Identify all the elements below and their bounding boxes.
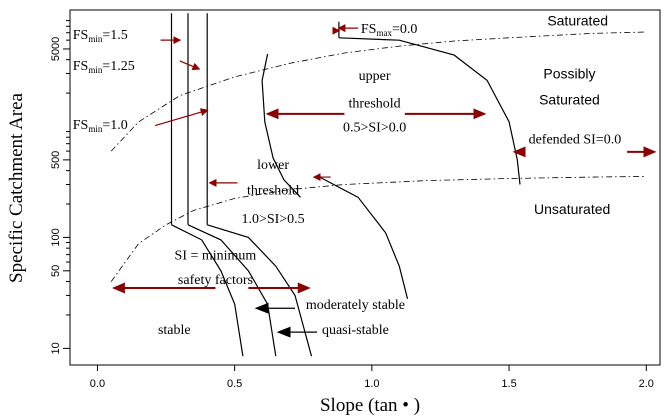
y-tick-label-1: 50	[50, 265, 62, 277]
tick-layer: 0.0 0.5 1.0 1.5 2.0 10 50 100 500 5000	[50, 20, 654, 390]
region-label-13: moderately stable	[306, 298, 405, 313]
region-label-12: defended SI=0.0	[529, 132, 622, 147]
boundary-line-0	[110, 31, 647, 152]
region-label-8: threshold	[247, 184, 299, 199]
y-axis-title: Specific Catchment Area	[6, 92, 27, 282]
fs-label-0: FSmin=1.5	[73, 28, 128, 44]
region-label-6: 0.5>SI>0.0	[343, 120, 406, 135]
x-tick-label-0: 0.0	[90, 378, 105, 390]
boundary-line-11	[338, 37, 521, 185]
x-tick-label-4: 2.0	[639, 378, 654, 390]
boundary-line-7	[187, 224, 277, 357]
region-label-1: Possibly	[543, 66, 595, 82]
annotation-arrow-2	[154, 108, 209, 127]
fs-label-3: FSmax=0.0	[361, 22, 417, 38]
region-label-14: quasi-stable	[322, 323, 389, 338]
x-tick-label-2: 1.0	[364, 378, 379, 390]
series-layer	[110, 13, 647, 357]
x-axis-title: Slope (tan • )	[320, 395, 420, 416]
boundary-line-6	[171, 224, 244, 357]
x-tick-label-1: 0.5	[227, 378, 242, 390]
region-label-5: threshold	[349, 96, 401, 111]
region-label-10: SI = minimum	[175, 249, 257, 264]
region-label-9: 1.0>SI>0.5	[241, 212, 304, 227]
region-label-7: lower	[257, 158, 289, 173]
region-label-0: Saturated	[547, 13, 608, 29]
fs-label-1: FSmin=1.25	[73, 59, 135, 75]
region-label-15: stable	[158, 323, 191, 338]
region-label-3: Unsaturated	[534, 201, 610, 217]
region-label-2: Saturated	[539, 92, 600, 108]
y-tick-label-3: 500	[50, 151, 62, 169]
label-layer: Saturated Possibly Saturated Unsaturated upp…	[73, 13, 622, 338]
boundary-line-1	[110, 176, 647, 282]
arrow-layer	[111, 24, 657, 338]
y-tick-label-0: 10	[50, 342, 62, 354]
boundary-line-8	[207, 224, 313, 357]
y-tick-label-2: 100	[50, 228, 62, 246]
region-label-4: upper	[359, 69, 391, 84]
fs-label-2: FSmin=1.0	[73, 118, 128, 134]
plot-frame	[69, 9, 661, 366]
boundary-line-10	[319, 176, 409, 299]
y-tick-label-4: 5000	[50, 37, 62, 61]
x-tick-label-3: 1.5	[501, 378, 516, 390]
boundary-line-9	[261, 53, 301, 198]
region-label-11: safety factors	[178, 273, 253, 288]
annotation-arrow-1	[179, 60, 201, 71]
